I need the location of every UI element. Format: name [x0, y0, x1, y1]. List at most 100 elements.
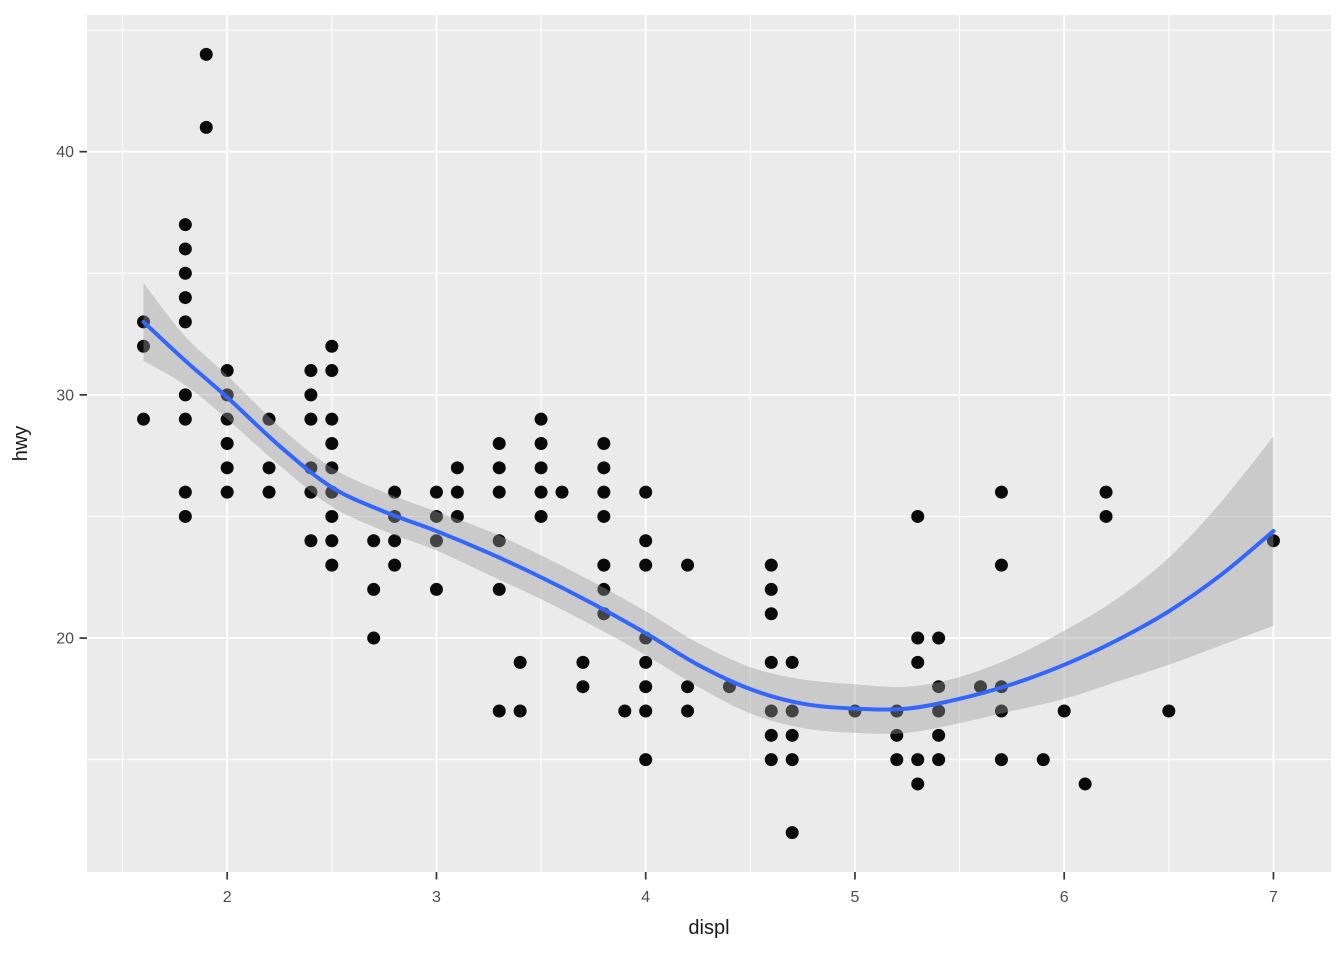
data-point: [681, 704, 695, 718]
data-point: [178, 218, 192, 232]
data-point: [911, 631, 925, 645]
data-point: [325, 558, 339, 572]
data-point: [220, 437, 234, 450]
data-point: [994, 485, 1008, 499]
data-point: [178, 291, 192, 305]
data-point: [890, 753, 904, 767]
data-point: [534, 412, 548, 426]
data-point: [597, 582, 611, 596]
data-point: [220, 412, 234, 426]
data-point: [1036, 753, 1050, 767]
data-point: [639, 753, 653, 767]
data-point: [994, 753, 1008, 767]
data-point: [178, 485, 192, 499]
data-point: [178, 242, 192, 256]
data-point: [597, 485, 611, 499]
data-point: [199, 47, 213, 61]
data-point: [932, 753, 946, 767]
data-point: [492, 704, 506, 718]
data-point: [450, 509, 464, 523]
data-point: [597, 437, 611, 450]
data-point: [639, 680, 653, 694]
data-point: [304, 388, 318, 402]
data-point: [1266, 534, 1280, 548]
data-point: [304, 364, 318, 378]
y-tick-label: 40: [56, 144, 74, 161]
data-point: [534, 509, 548, 523]
data-point: [220, 485, 234, 499]
data-point: [597, 558, 611, 572]
data-point: [429, 509, 443, 523]
data-point: [325, 339, 339, 353]
data-point: [492, 437, 506, 450]
y-tick-label: 30: [56, 387, 74, 404]
data-point: [262, 461, 276, 475]
data-point: [911, 655, 925, 669]
data-point: [932, 704, 946, 718]
data-point: [890, 728, 904, 742]
data-point: [325, 364, 339, 378]
data-point: [325, 412, 339, 426]
data-point: [220, 461, 234, 475]
data-point: [513, 704, 527, 718]
data-point: [785, 753, 799, 767]
confidence-ribbon: [143, 282, 1274, 734]
data-point: [764, 728, 778, 742]
data-point: [262, 485, 276, 499]
data-point: [1078, 777, 1092, 791]
data-point: [932, 680, 946, 694]
data-point: [911, 777, 925, 791]
data-point: [513, 655, 527, 669]
data-point: [932, 631, 946, 645]
data-point: [639, 704, 653, 718]
x-tick-label: 3: [432, 889, 441, 906]
data-point: [492, 582, 506, 596]
data-point: [1057, 704, 1071, 718]
data-point: [492, 461, 506, 475]
x-tick-label: 5: [850, 889, 859, 906]
data-point: [178, 266, 192, 280]
data-point: [304, 485, 318, 499]
data-point: [555, 485, 569, 499]
data-point: [681, 558, 695, 572]
data-point: [764, 558, 778, 572]
y-tick-label: 20: [56, 631, 74, 648]
data-point: [994, 558, 1008, 572]
data-point: [492, 485, 506, 499]
data-point: [388, 534, 402, 548]
y-axis-title: hwy: [10, 426, 32, 462]
data-point: [199, 120, 213, 134]
data-point: [639, 655, 653, 669]
data-point: [429, 485, 443, 499]
data-point: [994, 704, 1008, 718]
data-point: [136, 339, 150, 353]
data-point: [764, 607, 778, 621]
data-point: [911, 509, 925, 523]
data-point: [388, 558, 402, 572]
data-point: [178, 412, 192, 426]
data-point: [764, 704, 778, 718]
data-point: [534, 485, 548, 499]
x-tick-label: 2: [223, 889, 232, 906]
data-point: [639, 485, 653, 499]
plot-panel: [87, 15, 1331, 872]
data-point: [450, 485, 464, 499]
x-tick-label: 7: [1269, 889, 1278, 906]
data-point: [1162, 704, 1176, 718]
data-point: [597, 461, 611, 475]
data-point: [639, 534, 653, 548]
data-point: [367, 631, 381, 645]
data-point: [429, 534, 443, 548]
data-point: [388, 485, 402, 499]
data-point: [262, 412, 276, 426]
data-point: [367, 534, 381, 548]
data-point: [136, 412, 150, 426]
data-point: [325, 461, 339, 475]
data-point: [304, 412, 318, 426]
data-point: [785, 826, 799, 840]
data-point: [429, 582, 443, 596]
data-point: [178, 315, 192, 329]
smooth-line: [141, 319, 1276, 712]
